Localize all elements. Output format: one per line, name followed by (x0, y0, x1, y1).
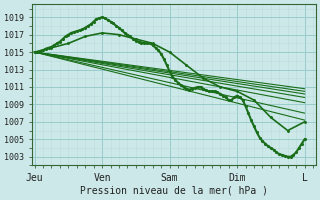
X-axis label: Pression niveau de la mer( hPa ): Pression niveau de la mer( hPa ) (80, 186, 268, 196)
